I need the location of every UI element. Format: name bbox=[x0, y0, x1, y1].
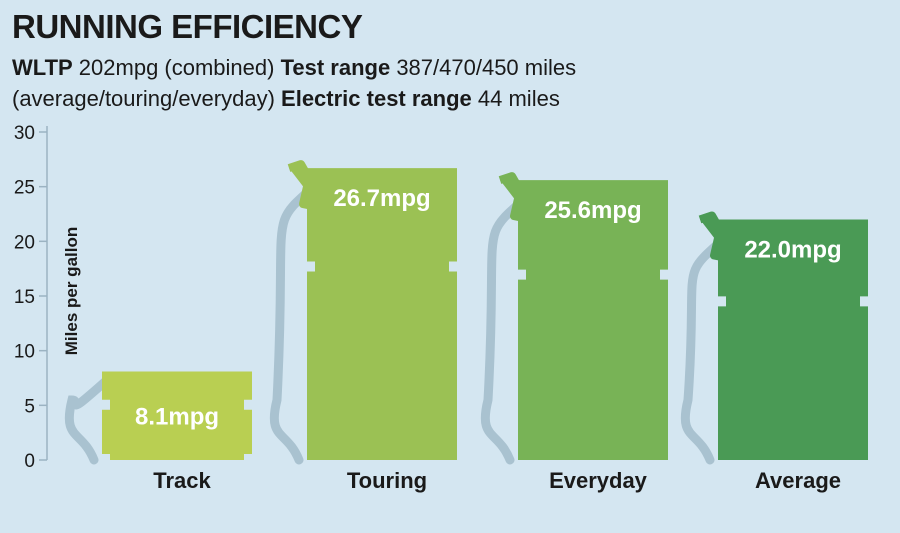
y-axis-label: Miles per gallon bbox=[62, 227, 81, 355]
data-label: 8.1mpg bbox=[135, 404, 219, 431]
test-range-label: Test range bbox=[280, 55, 391, 80]
bar-track bbox=[102, 371, 252, 460]
electric-range-label: Electric test range bbox=[281, 86, 472, 111]
bar-base-notch bbox=[244, 454, 252, 460]
wltp-label: WLTP bbox=[12, 55, 73, 80]
fuel-hose-icon bbox=[680, 234, 728, 465]
x-tick-label: Touring bbox=[347, 468, 427, 493]
y-tick-label: 15 bbox=[14, 287, 35, 308]
y-tick-label: 0 bbox=[24, 451, 35, 472]
y-tick-label: 5 bbox=[24, 396, 35, 417]
x-tick-label: Track bbox=[153, 468, 211, 493]
test-range-legend: (average/touring/everyday) bbox=[12, 86, 282, 111]
electric-range-value: 44 miles bbox=[471, 86, 560, 111]
y-tick-label: 20 bbox=[14, 232, 35, 253]
fuel-hose-icon bbox=[64, 375, 112, 465]
y-tick-label: 30 bbox=[14, 123, 35, 144]
wltp-value: 202mpg (combined) bbox=[72, 55, 281, 80]
x-tick-label: Average bbox=[755, 468, 841, 493]
bar-touring bbox=[307, 168, 457, 460]
x-tick-label: Everyday bbox=[549, 468, 648, 493]
y-tick-label: 25 bbox=[14, 178, 35, 199]
data-label: 25.6mpg bbox=[544, 197, 641, 224]
test-range-value: 387/470/450 miles bbox=[390, 55, 577, 80]
fuel-hose-icon bbox=[480, 195, 528, 465]
data-label: 22.0mpg bbox=[744, 236, 841, 263]
bar-average bbox=[718, 219, 868, 460]
chart-subtitle: WLTP 202mpg (combined) Test range 387/47… bbox=[12, 52, 892, 114]
chart-title: RUNNING EFFICIENCY bbox=[12, 8, 363, 45]
data-label: 26.7mpg bbox=[333, 185, 430, 212]
y-tick-label: 10 bbox=[14, 342, 35, 363]
bar-base-notch bbox=[102, 454, 110, 460]
fuel-hose-icon bbox=[269, 183, 317, 465]
bar-everyday bbox=[518, 180, 668, 460]
